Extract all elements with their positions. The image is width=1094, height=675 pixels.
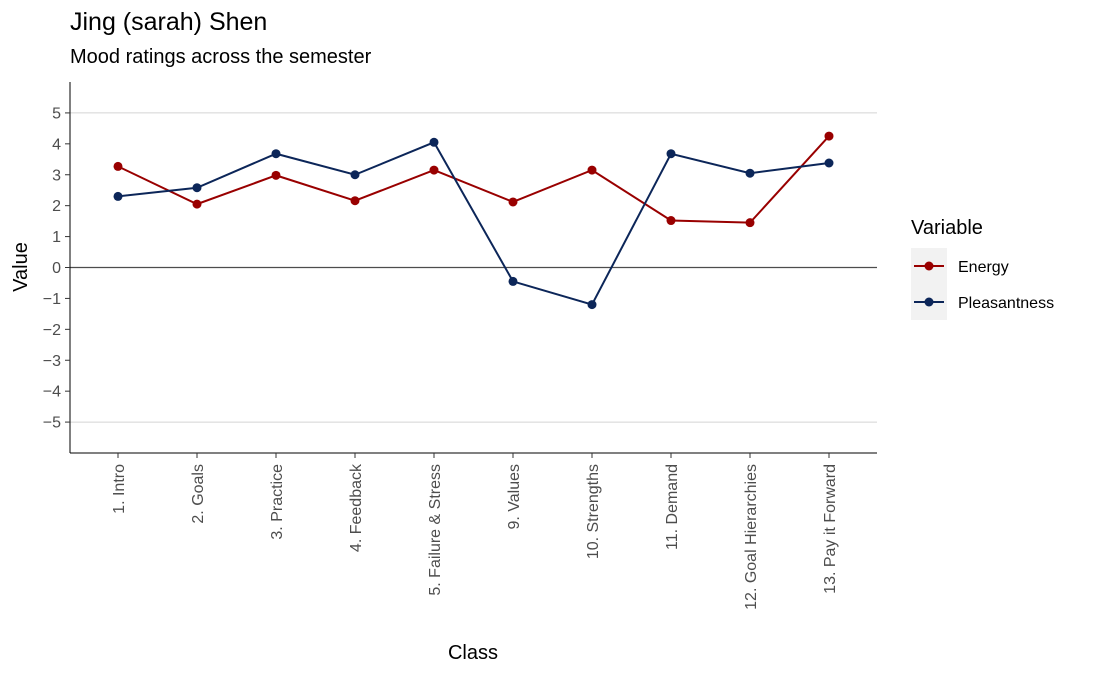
data-point-pleasantness: [587, 300, 597, 310]
y-tick-label: 3: [52, 167, 61, 184]
data-point-pleasantness: [192, 183, 202, 193]
y-tick-label: 0: [52, 260, 61, 277]
y-tick-label: −5: [43, 415, 61, 432]
data-point-energy: [350, 196, 360, 206]
y-axis-label: Value: [10, 242, 32, 292]
data-point-energy: [192, 199, 202, 209]
y-tick-label: 2: [52, 198, 61, 215]
x-tick-label: 4. Feedback: [348, 463, 365, 552]
grid-layer: [70, 112, 877, 423]
data-point-energy: [113, 161, 123, 171]
legend: Variable Energy Pleasantness: [911, 217, 1054, 320]
legend-point-pleasantness: [924, 297, 934, 307]
y-tick-label: −1: [43, 291, 61, 308]
y-tick-label: −3: [43, 353, 61, 370]
legend-label-pleasantness: Pleasantness: [958, 295, 1054, 312]
x-tick-label: 1. Intro: [111, 464, 128, 514]
data-point-energy: [508, 197, 518, 207]
legend-items: Energy Pleasantness: [914, 259, 1054, 312]
data-point-pleasantness: [666, 149, 676, 159]
data-point-pleasantness: [113, 191, 123, 201]
x-tick-label: 3. Practice: [269, 464, 286, 540]
x-tick-label: 12. Goal Hierarchies: [743, 464, 760, 610]
data-point-pleasantness: [350, 170, 360, 180]
series-line-pleasantness: [117, 141, 830, 306]
data-point-pleasantness: [824, 158, 834, 168]
chart-title: Jing (sarah) Shen: [70, 8, 267, 36]
legend-label-energy: Energy: [958, 259, 1009, 276]
data-point-pleasantness: [429, 137, 439, 147]
x-tick-label: 11. Demand: [664, 464, 681, 550]
data-point-energy: [745, 218, 755, 228]
data-point-energy: [271, 170, 281, 180]
y-tick-label: 1: [52, 229, 61, 246]
data-point-pleasantness: [271, 149, 281, 159]
y-tick-label: 4: [52, 136, 61, 153]
legend-point-energy: [924, 261, 934, 271]
data-point-energy: [429, 165, 439, 175]
x-tick-label: 9. Values: [506, 464, 523, 530]
data-point-energy: [824, 131, 834, 141]
y-tick-label: −4: [43, 384, 61, 401]
series-layer: [113, 131, 834, 310]
data-point-pleasantness: [745, 168, 755, 178]
axis-layer: −5 −4 −3 −2 −1 0 1 2 3 4 5 1. Intro 2. Goals 3. Pract…: [43, 82, 877, 610]
x-tick-label: 10. Strengths: [585, 464, 602, 559]
legend-keys-background: [911, 248, 947, 320]
x-axis-label: Class: [448, 642, 498, 664]
series-line-energy: [117, 135, 830, 224]
y-tick-label: 5: [52, 105, 61, 122]
x-tick-label: 2. Goals: [190, 464, 207, 524]
x-tick-label: 13. Pay it Forward: [822, 464, 839, 594]
y-tick-label: −2: [43, 322, 61, 339]
data-point-energy: [587, 165, 597, 175]
x-tick-label: 5. Failure & Stress: [427, 464, 444, 596]
data-point-energy: [666, 216, 676, 226]
data-point-pleasantness: [508, 276, 518, 286]
legend-title: Variable: [911, 217, 983, 239]
chart-subtitle: Mood ratings across the semester: [70, 46, 372, 68]
